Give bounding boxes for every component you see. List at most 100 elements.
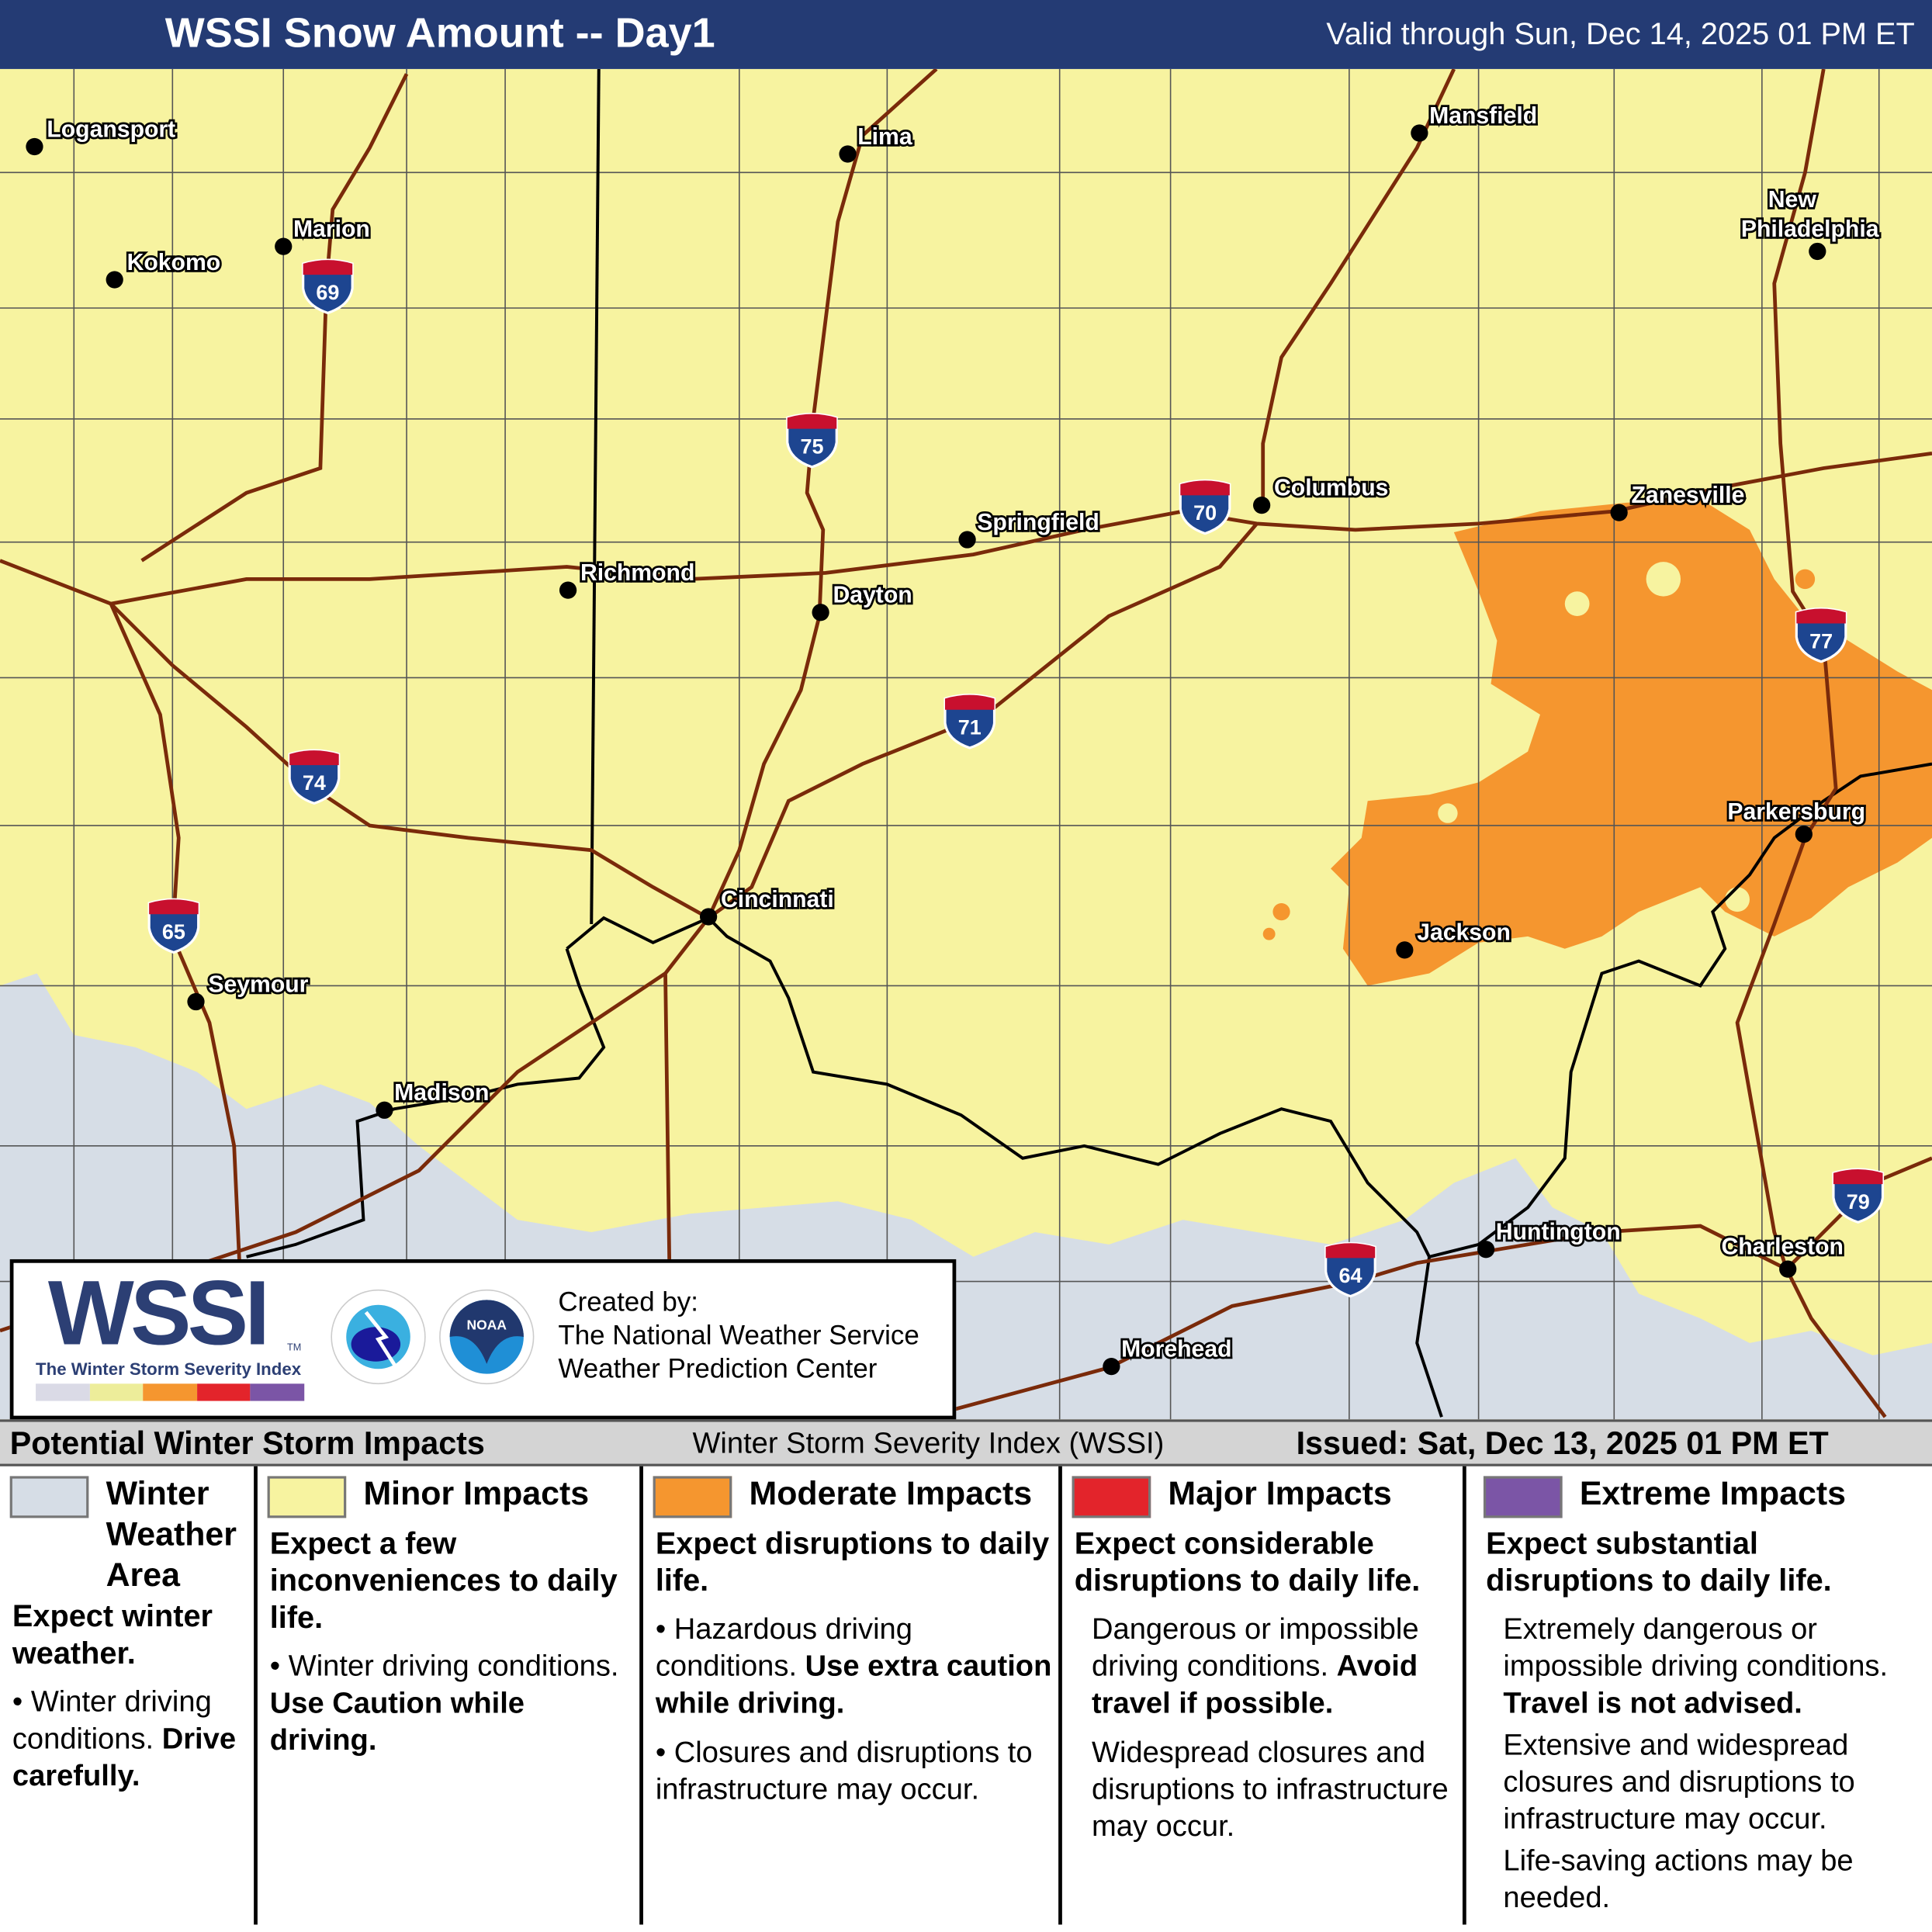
legend-major: Major Impacts Expect considerable disrup… [1062, 1466, 1463, 1925]
city-kokomo: Kokomo [106, 248, 223, 289]
legend-divider [254, 1466, 258, 1925]
legend-bullet-bold: Use extra caution while driving. [655, 1650, 1052, 1720]
city-label: Jackson [1417, 920, 1511, 946]
interstate-70-shield-icon: 70 [1179, 479, 1231, 535]
city-marion: Marion [275, 214, 372, 255]
interstate-64-shield-icon: 64 [1324, 1241, 1376, 1298]
interstate-74-shield-icon: 74 [288, 749, 341, 805]
legend-text: Dangerous or impossible driving conditio… [1091, 1612, 1419, 1684]
city-label: Columbus [1274, 475, 1388, 500]
legend-index-name: Winter Storm Severity Index (WSSI) [692, 1426, 1165, 1460]
svg-text:NOAA: NOAA [467, 1317, 507, 1332]
legend-text: Widespread closures and disruptions to i… [1091, 1736, 1449, 1844]
city-columbus: Columbus [1253, 473, 1390, 514]
legend-summary: Expect disruptions to daily life. [655, 1526, 1050, 1598]
city-marker [559, 581, 577, 599]
city-mansfield: Mansfield [1411, 101, 1539, 142]
city-marker [275, 237, 293, 255]
city-marker [958, 531, 976, 549]
noaa-logo-icon: NOAA [439, 1289, 535, 1385]
svg-text:64: 64 [1338, 1264, 1362, 1287]
city-charleston: Charleston [1719, 1232, 1846, 1278]
legend-extreme: Extreme Impacts Expect substantial disru… [1466, 1466, 1932, 1925]
city-dayton: Dayton [812, 580, 914, 621]
legend-title: Winter Weather Area [106, 1474, 237, 1594]
city-label: Cincinnati [721, 887, 834, 912]
city-marker [1103, 1357, 1120, 1376]
city-label: New [1768, 187, 1817, 213]
legend-summary: Expect winter weather. [12, 1599, 213, 1671]
svg-text:70: 70 [1193, 501, 1217, 525]
interstate-69-shield-icon: 69 [302, 258, 354, 315]
svg-text:71: 71 [958, 715, 982, 739]
map-title: WSSI Snow Amount -- Day1 [164, 9, 715, 57]
moderate-speckles [1262, 569, 1816, 940]
city-marker [1253, 496, 1271, 514]
legend-summary: Expect a few inconveniences to daily lif… [269, 1526, 618, 1636]
swatch [267, 1476, 347, 1518]
city-marker [812, 604, 829, 621]
city-cincinnati: Cincinnati [699, 885, 836, 926]
legend-moderate: Moderate Impacts Expect disruptions to d… [643, 1466, 1058, 1925]
city-new-philadelphia: New Philadelphia [1739, 185, 1881, 261]
org-nws: The National Weather Service [558, 1319, 919, 1351]
swatch [1483, 1476, 1563, 1518]
city-marker [187, 992, 205, 1011]
city-label: Lima [857, 124, 912, 150]
legend-title: Major Impacts [1168, 1474, 1392, 1512]
city-jackson: Jackson [1396, 918, 1513, 959]
legend-summary: Expect substantial disruptions to daily … [1486, 1526, 1832, 1598]
interstate-79-shield-icon: 79 [1832, 1168, 1885, 1224]
city-parkersburg: Parkersburg [1726, 797, 1868, 843]
city-marker [1779, 1260, 1797, 1278]
nws-logo-icon [331, 1289, 426, 1385]
legend-divider [1462, 1466, 1466, 1925]
interstate-77-shield-icon: 77 [1795, 607, 1847, 663]
minor-holes [1438, 562, 1750, 912]
city-lima: Lima [839, 122, 915, 163]
city-label: Marion [293, 216, 370, 242]
city-marker [26, 137, 43, 156]
state-borders [246, 68, 1932, 1418]
wssi-color-bar [36, 1383, 305, 1401]
city-label: Richmond [580, 560, 694, 586]
legend-divider [639, 1466, 643, 1925]
wssi-logo-panel: WSSI TM The Winter Storm Severity Index … [9, 1259, 957, 1420]
impact-map[interactable]: 69 75 70 77 71 74 65 64 79 Logansport Kokomo Mario… [0, 68, 1932, 1420]
svg-text:79: 79 [1847, 1190, 1870, 1214]
svg-text:74: 74 [303, 771, 326, 795]
legend-text-bold: Avoid travel if possible. [1091, 1650, 1418, 1720]
legend-title: Extreme Impacts [1579, 1474, 1847, 1512]
legend-header: Potential Winter Storm Impacts Winter St… [0, 1419, 1932, 1466]
created-by-label: Created by: [558, 1286, 698, 1317]
city-label: Springfield [977, 510, 1099, 535]
city-label: Madison [394, 1080, 489, 1106]
svg-text:75: 75 [800, 435, 823, 458]
city-marker [106, 271, 123, 289]
legend-summary: Expect considerable disruptions to daily… [1074, 1526, 1421, 1598]
city-label: Dayton [833, 583, 912, 608]
valid-time: Valid through Sun, Dec 14, 2025 01 PM ET [1326, 17, 1915, 52]
interstate-71-shield-icon: 71 [943, 694, 996, 750]
legend-bullet: Winter driving conditions. [288, 1650, 619, 1684]
legend-minor: Minor Impacts Expect a few inconvenience… [258, 1466, 639, 1925]
legend-bullet-bold: Drive carefully. [12, 1723, 237, 1793]
city-marker [1610, 504, 1628, 521]
legend-winter-weather: Winter Weather Area Expect winter weathe… [0, 1466, 254, 1925]
city-marker [1411, 124, 1428, 142]
city-label: Mansfield [1429, 103, 1537, 129]
city-label: Parkersburg [1727, 799, 1865, 825]
legend-bullet: Winter driving conditions. [12, 1685, 212, 1756]
legend-text: Life-saving actions may be needed. [1503, 1844, 1854, 1915]
svg-text:69: 69 [316, 281, 339, 304]
org-wpc: Weather Prediction Center [558, 1352, 878, 1384]
svg-text:65: 65 [162, 920, 185, 943]
city-logansport: Logansport [26, 114, 178, 156]
swatch [1072, 1476, 1151, 1518]
city-zanesville: Zanesville [1610, 480, 1747, 521]
city-label: Logansport [47, 116, 175, 142]
city-label: Morehead [1121, 1336, 1231, 1362]
city-marker [1396, 941, 1414, 959]
city-marker [1809, 242, 1826, 261]
city-marker [376, 1101, 393, 1119]
